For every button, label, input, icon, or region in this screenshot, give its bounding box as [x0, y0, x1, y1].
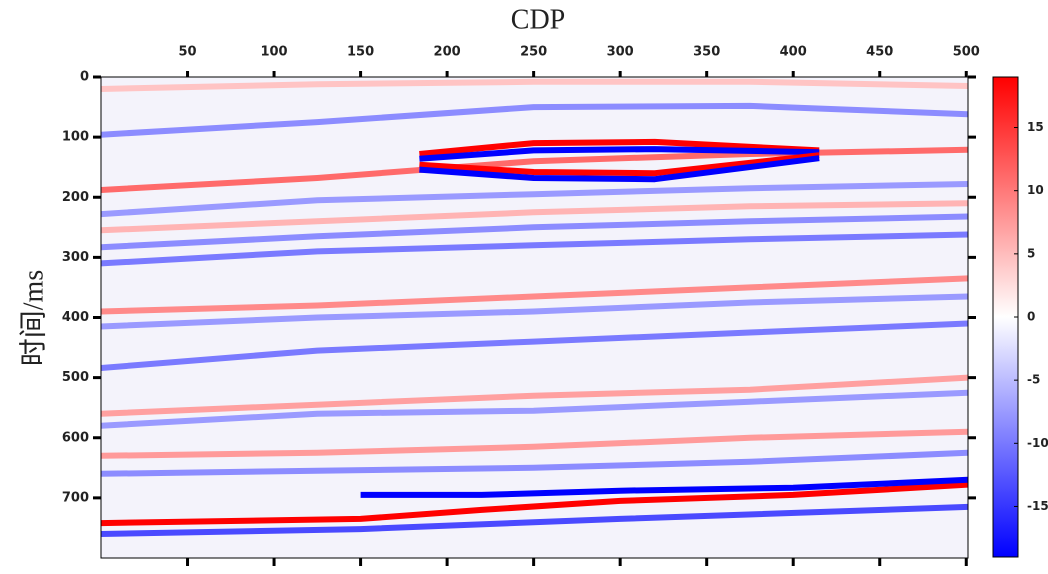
x-tick-label: 350	[693, 45, 720, 60]
reflector	[101, 78, 968, 92]
y-tick-label: 500	[62, 370, 89, 385]
reflector	[101, 146, 968, 193]
reflector	[101, 231, 968, 267]
reflector	[101, 389, 968, 429]
reflector	[101, 503, 968, 537]
colorbar-tick-label: -5	[1027, 373, 1040, 387]
reflector	[419, 155, 820, 183]
reflector	[101, 200, 968, 234]
reflector	[101, 374, 968, 417]
x-tick-label: 300	[607, 45, 634, 60]
reflector	[101, 428, 968, 459]
x-tick-label: 50	[178, 45, 196, 60]
reflector	[101, 213, 968, 251]
reflector	[419, 138, 820, 157]
x-tick-label: 150	[347, 45, 374, 60]
reflector	[101, 102, 968, 138]
colorbar-tick-label: 0	[1027, 310, 1035, 324]
colorbar-tick-label: 10	[1027, 183, 1044, 197]
y-tick-label: 300	[62, 250, 89, 265]
reflector	[101, 320, 968, 371]
colorbar-tick-label: 15	[1027, 120, 1044, 134]
reflector	[101, 293, 968, 330]
plot-area	[101, 78, 968, 537]
colorbar-tick-label: -15	[1027, 499, 1048, 513]
x-tick-label: 450	[866, 45, 893, 60]
y-tick-label: 400	[62, 310, 89, 325]
reflector	[101, 275, 968, 315]
reflector	[101, 181, 968, 218]
x-tick-label: 250	[520, 45, 547, 60]
colorbar-tick-label: -10	[1027, 436, 1048, 450]
x-tick-label: 400	[780, 45, 807, 60]
reflector	[419, 152, 820, 177]
y-tick-label: 200	[62, 190, 89, 205]
x-tick-label: 500	[953, 45, 980, 60]
y-tick-label: 100	[62, 130, 89, 145]
y-tick-label: 700	[62, 490, 89, 505]
colorbar-tick-label: 5	[1027, 246, 1035, 260]
x-tick-label: 200	[434, 45, 461, 60]
reflector	[419, 146, 820, 162]
x-tick-label: 100	[260, 45, 287, 60]
y-axis-title: 时间/ms	[17, 270, 49, 366]
y-tick-label: 600	[62, 430, 89, 445]
reflector	[101, 449, 968, 477]
reflector	[101, 481, 968, 527]
x-axis-title: CDP	[511, 4, 565, 35]
y-tick-label: 0	[80, 70, 89, 85]
reflector	[360, 476, 968, 498]
